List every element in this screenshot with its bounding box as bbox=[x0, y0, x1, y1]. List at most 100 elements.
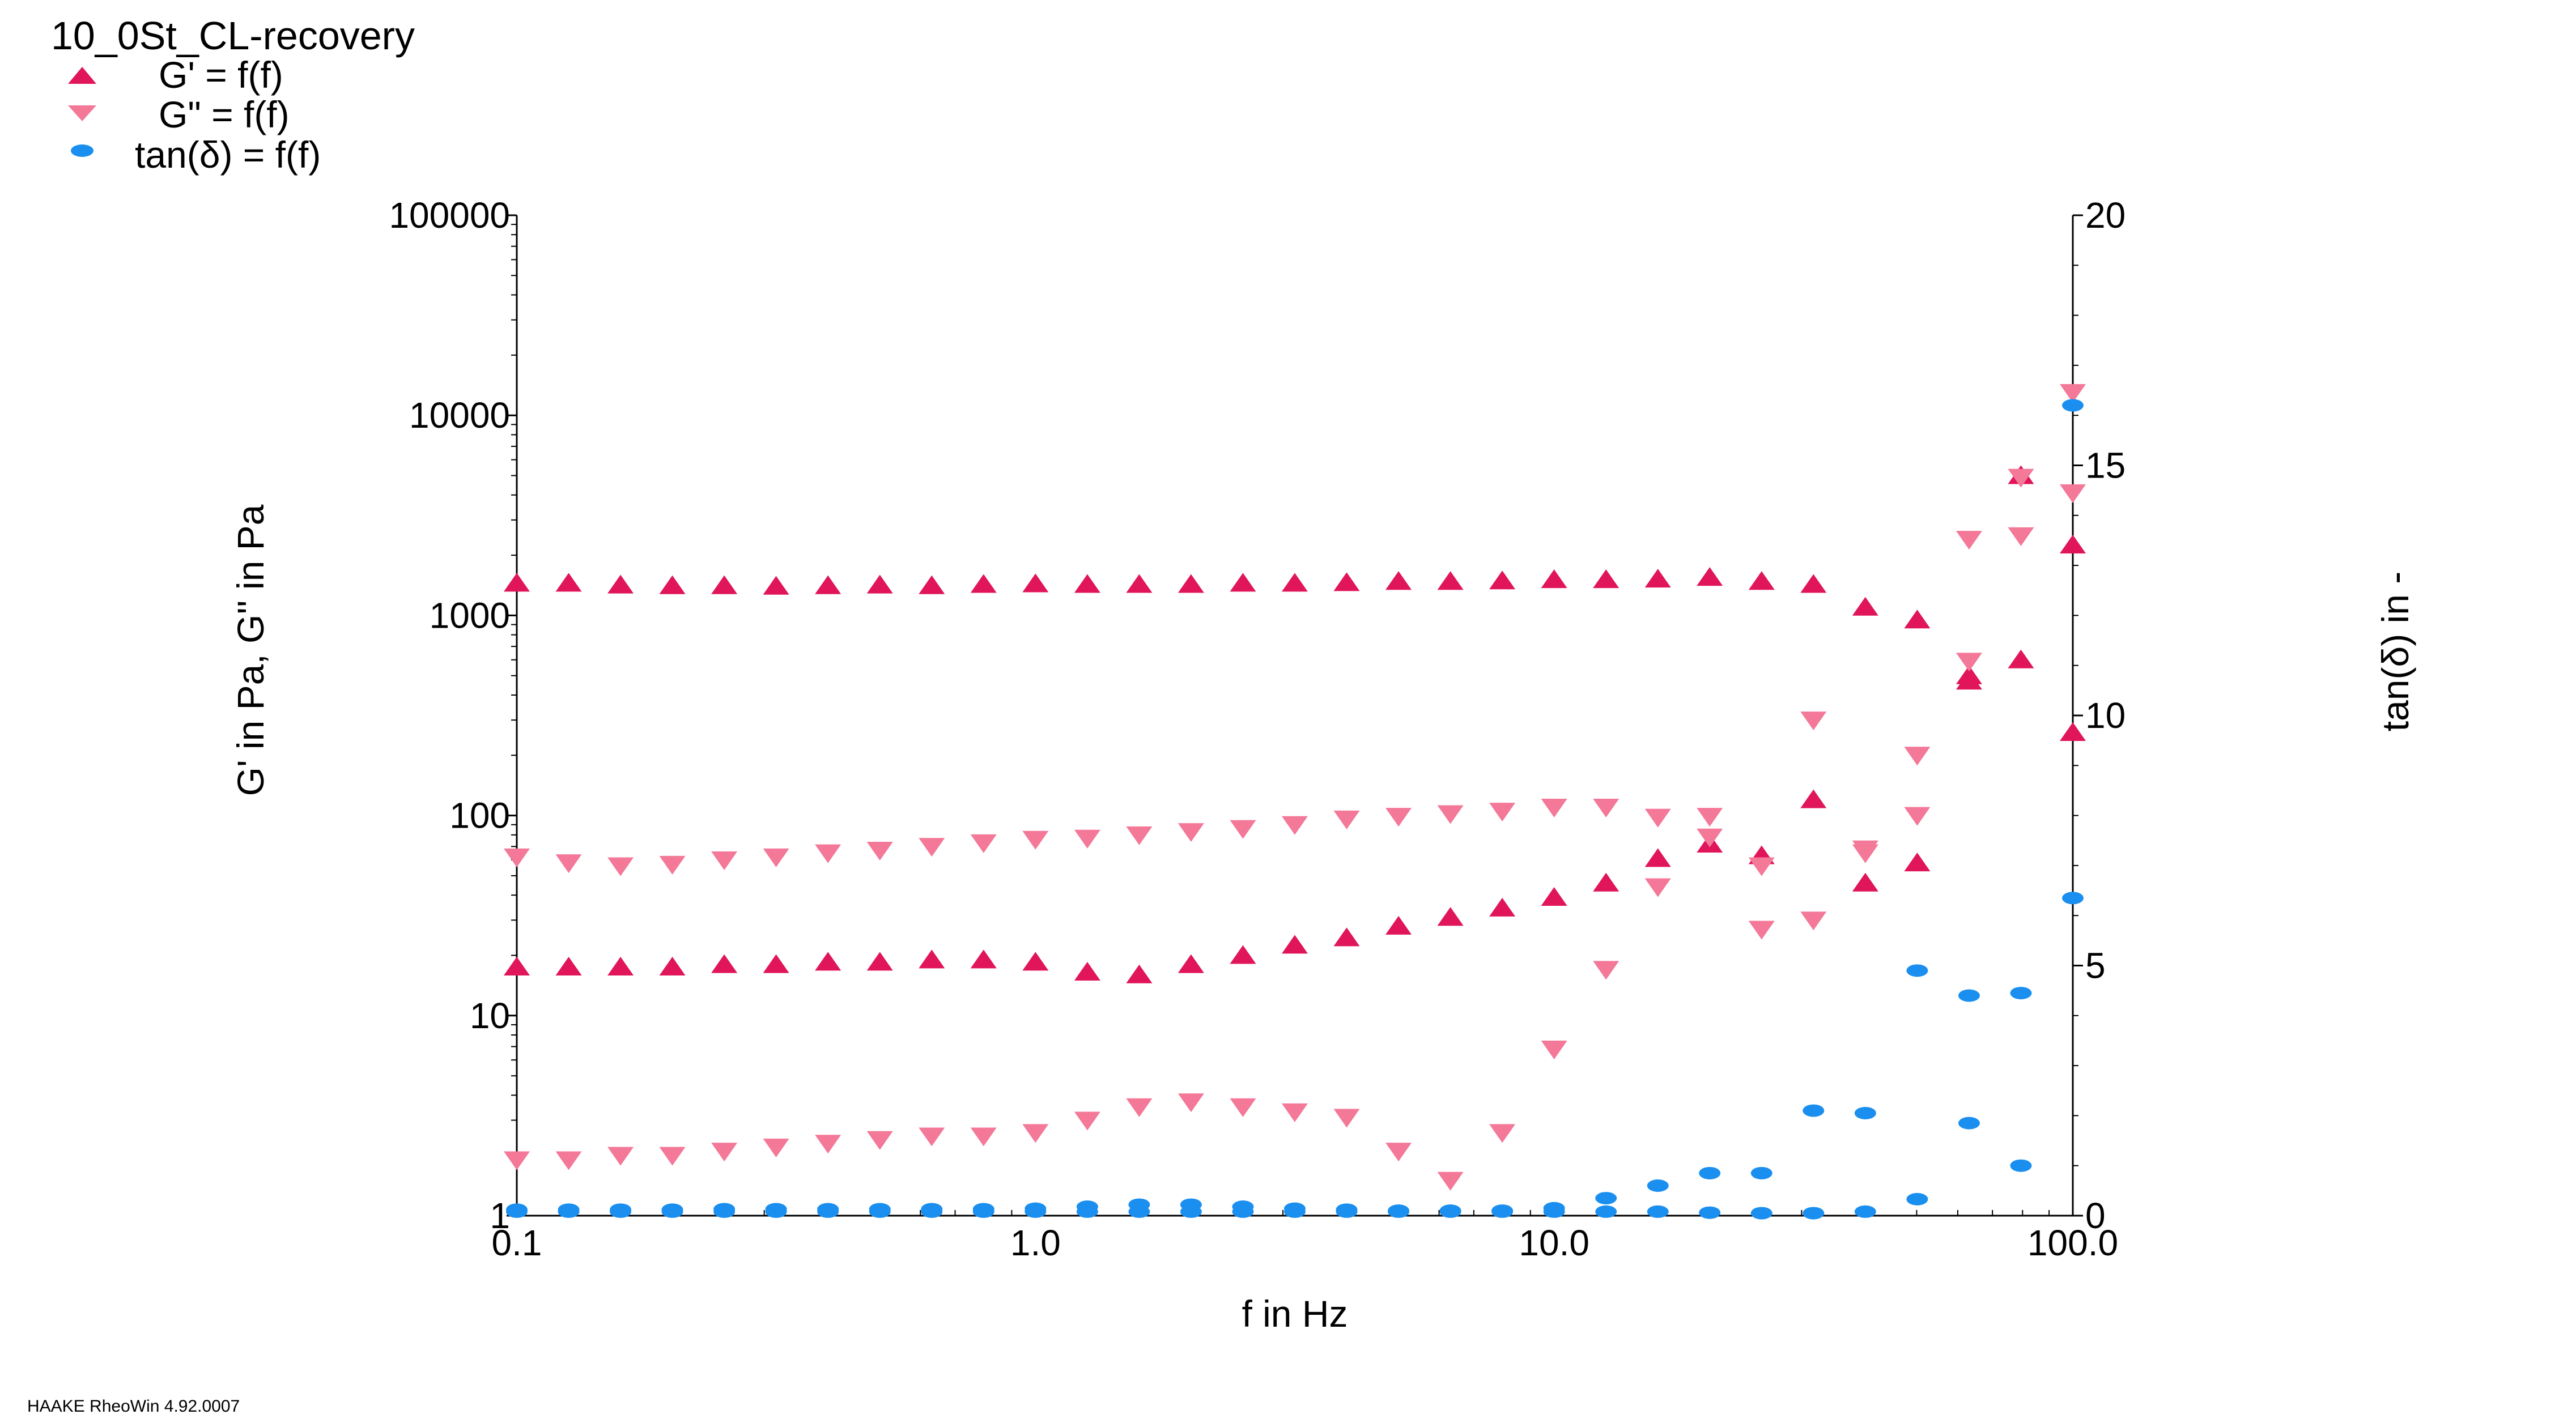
g-prime-point bbox=[1385, 571, 1412, 590]
g-double-prime-point bbox=[1385, 808, 1412, 827]
g-prime-point bbox=[1644, 569, 1671, 588]
g-double-prime-point bbox=[866, 1131, 893, 1150]
left-y-tick-label: 1 bbox=[490, 1195, 510, 1236]
g-double-prime-point bbox=[1230, 1098, 1256, 1117]
g-prime-point bbox=[711, 954, 738, 973]
g-double-prime-point bbox=[1178, 823, 1204, 842]
tan-delta-point bbox=[1128, 1198, 1150, 1211]
x-tick-label: 10.0 bbox=[1519, 1222, 1589, 1263]
g-prime-point bbox=[659, 575, 686, 594]
g-double-prime-point bbox=[866, 842, 893, 861]
g-double-prime-point bbox=[1748, 921, 1775, 940]
g-prime-point bbox=[1074, 961, 1100, 981]
series-2 bbox=[504, 384, 2086, 876]
g-double-prime-point bbox=[1644, 808, 1671, 828]
g-double-prime-point bbox=[1904, 747, 1931, 766]
tan-delta-point bbox=[817, 1203, 839, 1216]
g-double-prime-point bbox=[919, 1127, 945, 1147]
g-double-prime-point bbox=[1178, 1093, 1204, 1113]
tan-delta-point bbox=[1906, 964, 1928, 977]
g-prime-point bbox=[970, 949, 997, 969]
legend-label-g-prime: G' = f(f) bbox=[159, 54, 283, 96]
series-5 bbox=[506, 892, 2084, 1217]
g-prime-point bbox=[1437, 907, 1464, 926]
x-tick-label: 1.0 bbox=[1010, 1222, 1061, 1263]
g-prime-point bbox=[1852, 597, 1878, 616]
right-y-tick-label: 0 bbox=[2085, 1195, 2106, 1236]
g-double-prime-point bbox=[1281, 1103, 1308, 1122]
software-footer: HAAKE RheoWin 4.92.0007 bbox=[27, 1397, 240, 1416]
g-double-prime-point bbox=[1437, 805, 1464, 824]
g-prime-point bbox=[1074, 574, 1100, 593]
left-y-tick-label: 100000 bbox=[389, 195, 510, 236]
legend-marker-g-prime bbox=[68, 67, 96, 84]
g-double-prime-point bbox=[1074, 829, 1100, 849]
tan-delta-point bbox=[1180, 1198, 1202, 1211]
tan-delta-point bbox=[558, 1203, 580, 1216]
legend-label-g-double-prime: G" = f(f) bbox=[159, 93, 290, 135]
tan-delta-point bbox=[1595, 1192, 1617, 1205]
g-prime-point bbox=[919, 575, 945, 594]
g-double-prime-point bbox=[1281, 816, 1308, 835]
g-double-prime-point bbox=[1541, 798, 1567, 817]
g-prime-point bbox=[1541, 887, 1567, 906]
g-prime-point bbox=[1333, 572, 1360, 591]
g-double-prime-point bbox=[1644, 878, 1671, 897]
g-double-prime-point bbox=[1126, 1098, 1153, 1117]
axes: 0.1 1.0 10.0 100.0 1 10 100 1000 10000 100000 0 5 10… bbox=[389, 195, 2126, 1263]
g-prime-point bbox=[1126, 964, 1153, 983]
g-prime-point bbox=[1697, 567, 1723, 586]
g-prime-point bbox=[1437, 571, 1464, 590]
g-double-prime-point bbox=[555, 854, 582, 874]
g-double-prime-point bbox=[659, 855, 686, 875]
g-prime-point bbox=[1230, 573, 1256, 592]
tan-delta-point bbox=[1076, 1200, 1098, 1213]
g-prime-point bbox=[866, 952, 893, 971]
g-prime-point bbox=[607, 956, 634, 975]
g-prime-point bbox=[1852, 872, 1878, 892]
g-double-prime-point bbox=[1437, 1171, 1464, 1191]
g-prime-point bbox=[2008, 649, 2034, 668]
g-prime-point bbox=[2060, 722, 2086, 742]
g-prime-point bbox=[919, 949, 945, 969]
g-prime-point bbox=[1281, 573, 1308, 592]
tan-delta-point bbox=[2062, 892, 2084, 905]
g-prime-point bbox=[815, 952, 841, 971]
g-double-prime-point bbox=[1541, 1040, 1567, 1059]
tan-delta-point bbox=[1699, 1206, 1721, 1219]
g-double-prime-point bbox=[815, 844, 841, 863]
g-prime-point bbox=[1489, 897, 1516, 917]
tan-delta-point bbox=[1647, 1205, 1669, 1218]
g-double-prime-point bbox=[1074, 1111, 1100, 1131]
tan-delta-point bbox=[1283, 1202, 1306, 1215]
tan-delta-point bbox=[1803, 1207, 1825, 1220]
tan-delta-point bbox=[661, 1203, 683, 1216]
tan-delta-point bbox=[1595, 1205, 1617, 1218]
g-prime-point bbox=[1281, 935, 1308, 954]
g-prime-point bbox=[1489, 570, 1516, 590]
g-double-prime-point bbox=[1697, 828, 1723, 847]
g-prime-point bbox=[763, 954, 789, 973]
g-prime-point bbox=[866, 574, 893, 594]
g-double-prime-point bbox=[1800, 911, 1827, 931]
g-double-prime-point bbox=[711, 851, 738, 870]
g-double-prime-point bbox=[2008, 468, 2034, 488]
g-double-prime-point bbox=[1697, 808, 1723, 827]
tan-delta-point bbox=[1025, 1202, 1047, 1215]
legend-label-tan-delta: tan(δ) = f(f) bbox=[135, 134, 321, 176]
g-prime-point bbox=[1593, 569, 1619, 589]
left-y-tick-label: 10 bbox=[470, 995, 510, 1036]
tan-delta-point bbox=[765, 1203, 787, 1216]
g-double-prime-point bbox=[919, 838, 945, 857]
g-prime-point bbox=[504, 956, 530, 975]
g-prime-point bbox=[1800, 574, 1827, 593]
g-double-prime-point bbox=[711, 1143, 738, 1162]
tan-delta-point bbox=[1958, 1117, 1980, 1130]
tan-delta-point bbox=[869, 1203, 891, 1216]
g-double-prime-point bbox=[763, 1139, 789, 1158]
left-y-tick-label: 1000 bbox=[430, 595, 510, 636]
left-y-axis-title: G' in Pa, G'' in Pa bbox=[229, 504, 271, 796]
tan-delta-point bbox=[1750, 1207, 1772, 1220]
g-double-prime-point bbox=[1593, 961, 1619, 980]
